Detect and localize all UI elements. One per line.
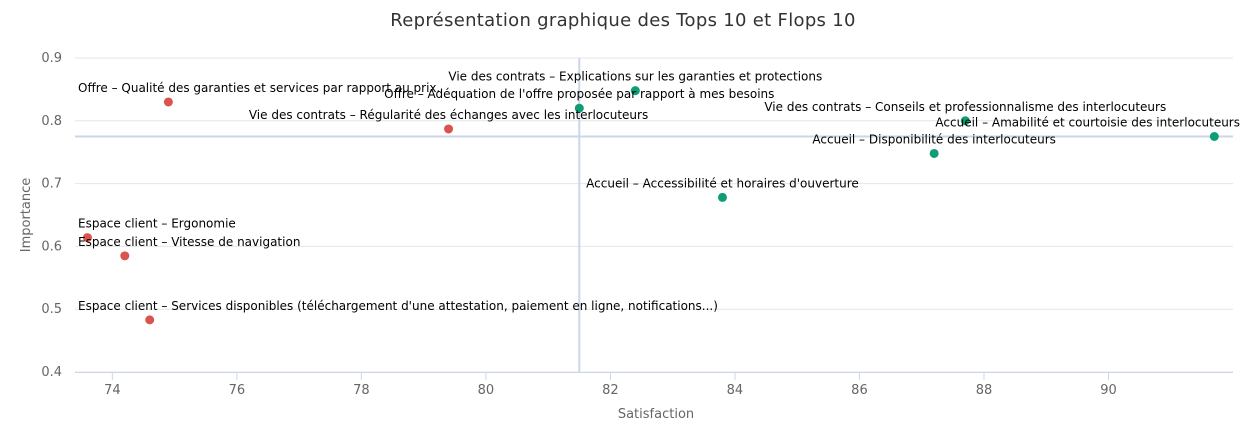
chart-title: Représentation graphique des Tops 10 et … bbox=[390, 10, 856, 31]
data-label: Accueil – Disponibilité des interlocuteu… bbox=[812, 132, 1056, 146]
y-tick-label: 0.7 bbox=[41, 177, 62, 192]
data-point-flop[interactable] bbox=[163, 97, 173, 107]
data-point-flop[interactable] bbox=[120, 251, 130, 261]
x-tick-label: 86 bbox=[851, 383, 868, 398]
y-tick-label: 0.5 bbox=[41, 302, 62, 317]
data-label: Offre – Adéquation de l'offre proposée p… bbox=[384, 87, 774, 101]
x-axis-title: Satisfaction bbox=[618, 407, 694, 422]
data-point-top[interactable] bbox=[1209, 132, 1219, 141]
data-point-top[interactable] bbox=[630, 86, 640, 96]
x-tick-label: 78 bbox=[353, 383, 370, 398]
data-label: Espace client – Ergonomie bbox=[78, 217, 236, 231]
y-axis-title: Importance bbox=[19, 178, 34, 253]
data-point-flop[interactable] bbox=[444, 124, 454, 134]
data-point-flop[interactable] bbox=[145, 315, 155, 325]
x-tick-label: 90 bbox=[1100, 383, 1117, 398]
x-tick-label: 84 bbox=[727, 383, 744, 398]
x-tick-label: 82 bbox=[602, 383, 619, 398]
data-label: Vie des contrats – Explications sur les … bbox=[448, 70, 822, 84]
data-point-top[interactable] bbox=[960, 116, 970, 126]
y-tick-label: 0.4 bbox=[41, 365, 62, 380]
data-label: Vie des contrats – Régularité des échang… bbox=[249, 108, 648, 122]
data-points bbox=[82, 86, 1219, 325]
data-label: Vie des contrats – Conseils et professio… bbox=[764, 100, 1166, 114]
y-tick-label: 0.8 bbox=[41, 114, 62, 129]
data-label: Espace client – Services disponibles (té… bbox=[78, 299, 718, 313]
x-tick-label: 74 bbox=[104, 383, 121, 398]
data-label: Espace client – Vitesse de navigation bbox=[78, 235, 300, 249]
data-point-flop[interactable] bbox=[82, 233, 92, 243]
data-point-top[interactable] bbox=[929, 148, 939, 158]
data-label: Accueil – Accessibilité et horaires d'ou… bbox=[586, 176, 859, 190]
data-labels: Offre – Qualité des garanties et service… bbox=[78, 70, 1240, 313]
axes: 0.4 0.5 0.6 0.7 0.8 0.9 74 76 78 80 82 84 86 88 90 bbox=[41, 51, 1233, 398]
y-tick-label: 0.6 bbox=[41, 239, 62, 254]
data-label: Offre – Qualité des garanties et service… bbox=[78, 81, 440, 95]
data-point-top[interactable] bbox=[717, 192, 727, 202]
data-point-top[interactable] bbox=[574, 103, 584, 113]
y-tick-label: 0.9 bbox=[41, 51, 62, 66]
x-tick-label: 88 bbox=[976, 383, 993, 398]
x-tick-label: 76 bbox=[229, 383, 246, 398]
data-label: Accueil – Amabilité et courtoisie des in… bbox=[935, 116, 1240, 130]
x-tick-label: 80 bbox=[478, 383, 495, 398]
